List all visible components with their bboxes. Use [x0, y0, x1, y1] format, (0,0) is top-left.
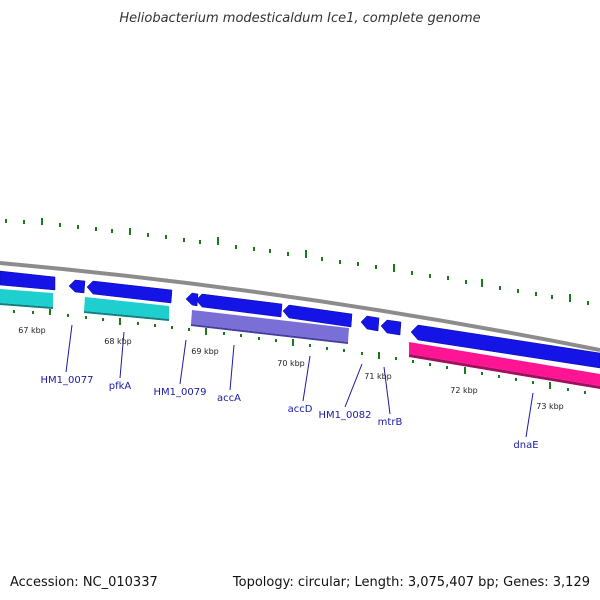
- kbp-label-69: 69 kbp: [191, 347, 219, 356]
- gene-label-accd[interactable]: accD: [288, 404, 313, 415]
- kbp-label-71: 71 kbp: [364, 372, 392, 381]
- kbp-label-70: 70 kbp: [277, 359, 305, 368]
- gene-label-hm1-0077[interactable]: HM1_0077: [41, 375, 94, 386]
- kbp-label-67: 67 kbp: [18, 326, 46, 335]
- topology-text: Topology: circular; Length: 3,075,407 bp…: [232, 575, 590, 590]
- gene-arrow-accd[interactable]: [282, 304, 353, 328]
- gene-labels: HM1_0077 pfkA HM1_0079 accA accD HM1_008…: [41, 375, 539, 451]
- gene-arrows[interactable]: [0, 270, 600, 369]
- genome-title: Heliobacterium modesticaldum Ice1, compl…: [119, 11, 480, 26]
- inner-tick-marks: [13, 309, 586, 394]
- gene-label-dnae[interactable]: dnaE: [513, 440, 538, 451]
- gene-label-hm1-0082[interactable]: HM1_0082: [319, 410, 372, 421]
- outer-tick-marks: [5, 218, 589, 305]
- gene-arrow-pfka[interactable]: [86, 280, 173, 304]
- gene-arrow-hm1-0082[interactable]: [360, 315, 380, 332]
- genome-backbone: [0, 261, 600, 352]
- category-bar-purple: [191, 310, 349, 342]
- gene-label-acca[interactable]: accA: [217, 393, 241, 404]
- category-bar-cyan-pfka: [84, 297, 169, 319]
- gene-label-mtrb[interactable]: mtrB: [378, 417, 403, 428]
- gene-arrow-hm1-0077-left[interactable]: [0, 270, 56, 291]
- gene-label-hm1-0079[interactable]: HM1_0079: [154, 387, 207, 398]
- gene-leader-lines: [65, 324, 534, 438]
- category-bar-cyan-left: [0, 289, 53, 307]
- kbp-label-72: 72 kbp: [450, 386, 478, 395]
- kbp-label-73: 73 kbp: [536, 402, 564, 411]
- gene-arrow-hm1-0077[interactable]: [68, 279, 86, 294]
- gene-arrow-mtrb[interactable]: [380, 319, 402, 336]
- category-bar-magenta: [409, 342, 600, 386]
- kbp-label-68: 68 kbp: [104, 337, 132, 346]
- accession-text: Accession: NC_010337: [10, 575, 158, 590]
- gene-label-pfka[interactable]: pfkA: [109, 381, 132, 392]
- gene-arrow-acca[interactable]: [195, 293, 283, 318]
- category-bars: [0, 289, 600, 389]
- kbp-scale-labels: 67 kbp 68 kbp 69 kbp 70 kbp 71 kbp 72 kb…: [18, 326, 564, 411]
- gene-arrow-dnae[interactable]: [410, 324, 600, 369]
